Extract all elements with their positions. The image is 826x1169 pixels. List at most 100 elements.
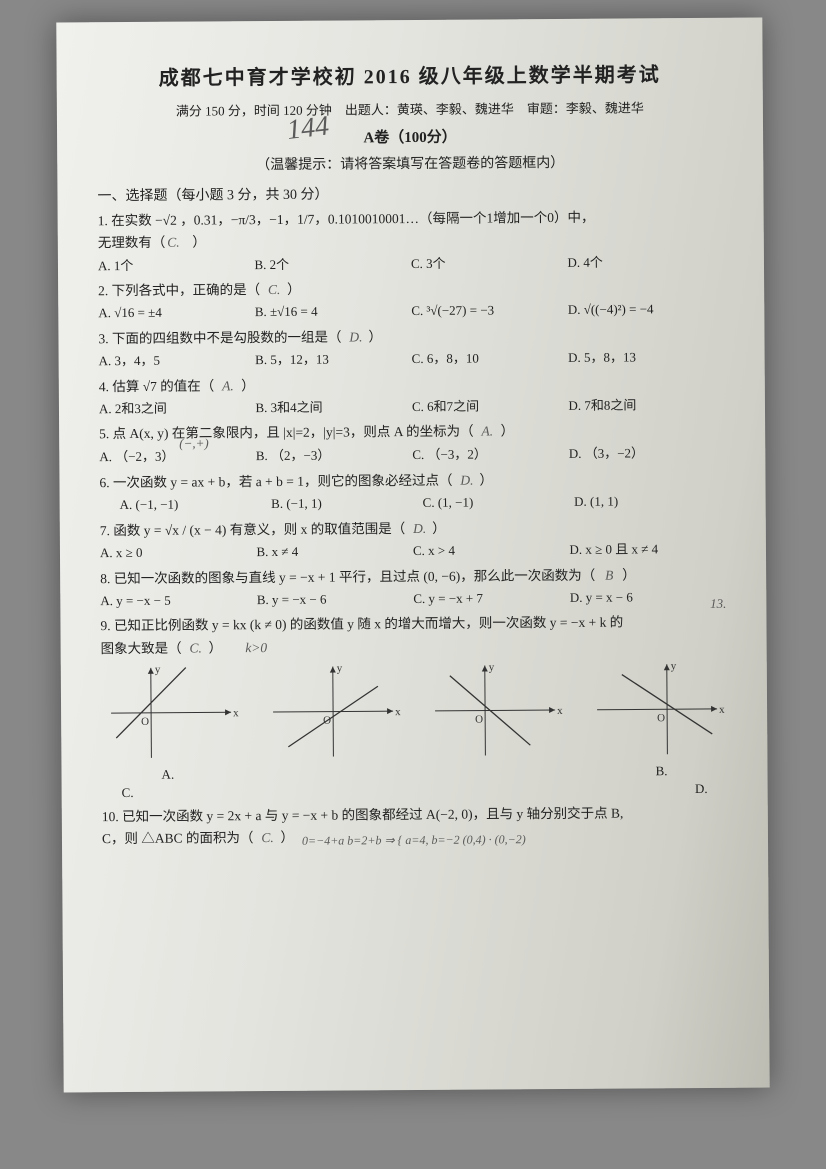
q10-text: 10. 已知一次函数 y = 2x + a 与 y = −x + b 的图象都经… (102, 803, 728, 828)
q7-stem: 7. 函数 y = √x / (x − 4) 有意义，则 x 的取值范围是（ ） (100, 521, 446, 538)
q1-options: A. 1个 B. 2个 C. 3个 D. 4个 (98, 251, 724, 275)
answer-hint: （温馨提示：请将答案填写在答题卷的答题框内） (97, 151, 723, 175)
q2-answer: C. (268, 282, 280, 297)
q4-opt-b: B. 3和4之间 (255, 397, 412, 418)
q3-stem: 3. 下面的四组数中不是勾股数的一组是（ ） (98, 329, 382, 346)
q9-lab-c: C. (122, 785, 134, 801)
q2-text: 2. 下列各式中，正确的是（ ） C. (98, 277, 724, 302)
q3-options: A. 3，4，5 B. 5，12，13 C. 6，8，10 D. 5，8，13 (99, 347, 725, 371)
q1-opt-b: B. 2个 (254, 254, 411, 275)
q9-graph-b: x y O (263, 661, 404, 762)
svg-text:x: x (719, 704, 725, 716)
q8-opt-a: A. y = −x − 5 (100, 590, 257, 611)
q9-lab-b: B. (656, 763, 668, 779)
q9-stem2: 图象大致是（ ） (101, 640, 223, 656)
q9-graph-d: x y O (587, 659, 728, 760)
q6-opt-b: B. (−1, 1) (271, 493, 423, 514)
q7-opt-d: D. x ≥ 0 且 x ≠ 4 (569, 539, 726, 560)
q7-options: A. x ≥ 0 B. x ≠ 4 C. x > 4 D. x ≥ 0 且 x … (100, 539, 726, 563)
q9-text2: 图象大致是（ ） C. k>0 (101, 634, 727, 659)
q7-opt-a: A. x ≥ 0 (100, 542, 257, 563)
svg-text:O: O (657, 712, 665, 724)
q1-opt-d: D. 4个 (567, 251, 724, 272)
q5-handnote: (−,+) (179, 435, 209, 450)
q3-opt-b: B. 5，12，13 (255, 349, 412, 370)
part-a-label: A卷（100分） (97, 124, 723, 149)
q6-options: A. (−1, −1) B. (−1, 1) C. (1, −1) D. (1,… (100, 491, 726, 515)
q4-text: 4. 估算 √7 的值在（ ） A. (99, 372, 725, 397)
svg-text:O: O (141, 716, 149, 728)
section-1-header: 一、选择题（每小题 3 分，共 30 分） (97, 181, 723, 205)
q7-text: 7. 函数 y = √x / (x − 4) 有意义，则 x 的取值范围是（ ）… (100, 517, 726, 542)
q9-graph-labels: A. B. (101, 763, 727, 783)
handwritten-score: 144 (285, 110, 330, 146)
q2-opt-a: A. √16 = ±4 (98, 302, 255, 323)
q9-graph-a: x y O (101, 662, 242, 763)
q9-lab-d: D. (695, 781, 708, 797)
q7-opt-b: B. x ≠ 4 (256, 541, 413, 562)
q5-opt-a: A. （−2，3） (99, 446, 256, 467)
q6-opt-a: A. (−1, −1) (120, 494, 272, 515)
q9-handnote: k>0 (245, 640, 267, 655)
q9-graphs: x y O x y O x y O (101, 659, 728, 763)
q3-opt-c: C. 6，8，10 (412, 348, 569, 369)
svg-text:x: x (557, 705, 563, 717)
exam-title: 成都七中育才学校初 2016 级八年级上数学半期考试 (97, 58, 723, 91)
q10-handnote: 0=−4+a b=2+b ⇒ { a=4, b=−2 (0,4) · (0,−2… (302, 831, 728, 849)
q2-options: A. √16 = ±4 B. ±√16 = 4 C. ³√(−27) = −3 … (98, 299, 724, 323)
exam-subtitle: 满分 150 分，时间 120 分钟 出题人：黄瑛、李毅、魏进华 审题：李毅、魏… (97, 97, 723, 120)
q8-stem: 8. 已知一次函数的图象与直线 y = −x + 1 平行，且过点 (0, −6… (100, 567, 636, 586)
q7-answer: D. (413, 521, 426, 536)
q4-opt-a: A. 2和3之间 (99, 398, 256, 419)
q1-text2: 无理数有（ ） C. (98, 229, 724, 254)
svg-text:y: y (337, 662, 343, 674)
q1-answer: C. (167, 235, 179, 250)
q8-options: A. y = −x − 5 B. y = −x − 6 C. y = −x + … (100, 587, 726, 611)
q10-answer: C. (261, 830, 273, 845)
q5-opt-d: D. （3，−2） (569, 442, 726, 463)
q1-opt-c: C. 3个 (411, 252, 568, 273)
svg-text:O: O (475, 713, 483, 725)
q5-opt-b: B. （2，−3） (256, 445, 413, 466)
svg-text:x: x (395, 706, 401, 718)
q3-answer: D. (349, 329, 362, 344)
q6-opt-d: D. (1, 1) (574, 491, 726, 512)
q5-stem: 5. 点 A(x, y) 在第二象限内，且 |x|=2，|y|=3，则点 A 的… (99, 424, 514, 442)
q6-answer: D. (460, 473, 473, 488)
q8-opt-b: B. y = −x − 6 (257, 589, 414, 610)
q1-opt-a: A. 1个 (98, 255, 255, 276)
q3-opt-a: A. 3，4，5 (99, 350, 256, 371)
q8-text: 8. 已知一次函数的图象与直线 y = −x + 1 平行，且过点 (0, −6… (100, 564, 726, 589)
q4-answer: A. (222, 378, 234, 393)
q5-opt-c: C. （−3，2） (412, 443, 569, 464)
q1-text: 1. 在实数 −√2 ，0.31，−π/3，−1，1/7，0.101001000… (98, 207, 724, 232)
q8-handnote: 13. (710, 596, 726, 612)
q9-graph-labels-2: C. D. (102, 781, 728, 801)
q8-answer: B (605, 567, 613, 582)
svg-text:x: x (233, 707, 239, 719)
q3-opt-d: D. 5，8，13 (568, 347, 725, 368)
q4-options: A. 2和3之间 B. 3和4之间 C. 6和7之间 D. 7和8之间 (99, 395, 725, 419)
q2-opt-b: B. ±√16 = 4 (255, 301, 412, 322)
q2-opt-d: D. √((−4)²) = −4 (568, 299, 725, 320)
q8-opt-d: D. y = x − 6 (570, 587, 727, 608)
q9-lab-a: A. (161, 766, 174, 782)
q6-stem: 6. 一次函数 y = ax + b，若 a + b = 1，则它的图象必经过点… (99, 472, 493, 490)
q6-text: 6. 一次函数 y = ax + b，若 a + b = 1，则它的图象必经过点… (99, 469, 725, 494)
q8-opt-c: C. y = −x + 7 (413, 588, 570, 609)
svg-text:y: y (489, 661, 495, 673)
q4-opt-d: D. 7和8之间 (568, 395, 725, 416)
q3-text: 3. 下面的四组数中不是勾股数的一组是（ ） D. (98, 325, 724, 350)
q9-graph-c: x y O (425, 660, 566, 761)
svg-text:y: y (155, 664, 161, 676)
q9-answer: C. (189, 640, 201, 655)
q9-text: 9. 已知正比例函数 y = kx (k ≠ 0) 的函数值 y 随 x 的增大… (100, 612, 726, 637)
q2-opt-c: C. ³√(−27) = −3 (411, 300, 568, 321)
q6-opt-c: C. (1, −1) (423, 492, 575, 513)
q4-opt-c: C. 6和7之间 (412, 396, 569, 417)
svg-text:y: y (671, 660, 677, 672)
exam-paper: 成都七中育才学校初 2016 级八年级上数学半期考试 满分 150 分，时间 1… (56, 18, 769, 1093)
q1-stem2: 无理数有（ ） (98, 235, 206, 251)
q5-answer: A. (481, 424, 493, 439)
q7-opt-c: C. x > 4 (413, 540, 570, 561)
